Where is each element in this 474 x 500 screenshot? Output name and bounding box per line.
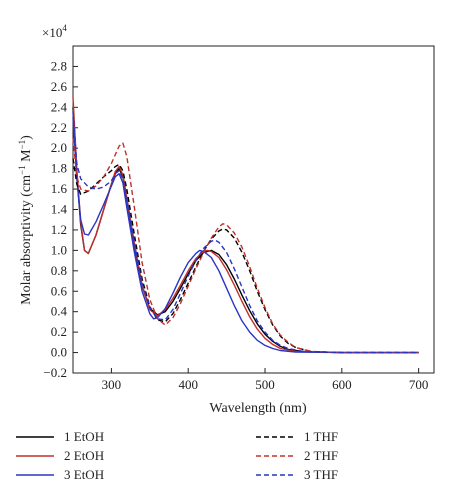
series-line-2-thf <box>72 137 419 354</box>
x-tick-label: 300 <box>102 377 122 392</box>
legend-label-2-thf: 2 THF <box>304 448 338 463</box>
x-tick-label: 500 <box>255 377 275 392</box>
x-tick-label: 600 <box>332 377 352 392</box>
series-line-3-etoh <box>72 117 419 354</box>
y-tick-label: 2.8 <box>51 58 67 73</box>
series-line-3-thf <box>72 112 419 354</box>
legend-label-2-etoh: 2 EtOH <box>64 448 104 463</box>
y-tick-label: 1.6 <box>51 181 68 196</box>
legend-label-3-thf: 3 THF <box>304 467 338 482</box>
y-tick-label: 2.6 <box>51 79 68 94</box>
x-tick-label: 400 <box>178 377 198 392</box>
series-line-1-thf <box>72 158 419 354</box>
y-multiplier-label: ×104 <box>42 23 67 40</box>
legend-label-1-thf: 1 THF <box>304 429 338 444</box>
series-line-1-etoh <box>72 107 419 354</box>
y-tick-label: 1.8 <box>51 161 67 176</box>
y-tick-label: 0.6 <box>51 283 68 298</box>
series-layer <box>72 97 419 354</box>
y-tick-label: 2.2 <box>51 120 67 135</box>
x-tick-label: 700 <box>409 377 429 392</box>
y-tick-label: 2.4 <box>51 99 68 114</box>
y-tick-label: 1.0 <box>51 242 67 257</box>
y-axis-title: Molar absorptivity (cm−1 M−1) <box>17 135 34 305</box>
legend-label-3-etoh: 3 EtOH <box>64 467 104 482</box>
series-line-2-etoh <box>72 97 419 354</box>
y-tick-label: −0.2 <box>43 365 67 380</box>
y-tick-label: 0.4 <box>51 304 68 319</box>
legend-label-1-etoh: 1 EtOH <box>64 429 104 444</box>
y-tick-label: 0.8 <box>51 263 67 278</box>
legend: 1 EtOH 2 EtOH 3 EtOH 1 THF 2 THF 3 THF <box>16 429 338 482</box>
axes: −0.2 0.0 0.2 0.4 0.6 0.8 1.0 1.2 1.4 1.6 1.8 2.0 2.2… <box>43 58 428 392</box>
y-tick-label: 0.0 <box>51 345 67 360</box>
y-tick-label: 1.2 <box>51 222 67 237</box>
y-tick-label: 2.0 <box>51 140 67 155</box>
y-tick-label: 1.4 <box>51 202 68 217</box>
x-axis-title: Wavelength (nm) <box>209 401 307 416</box>
y-tick-label: 0.2 <box>51 324 67 339</box>
